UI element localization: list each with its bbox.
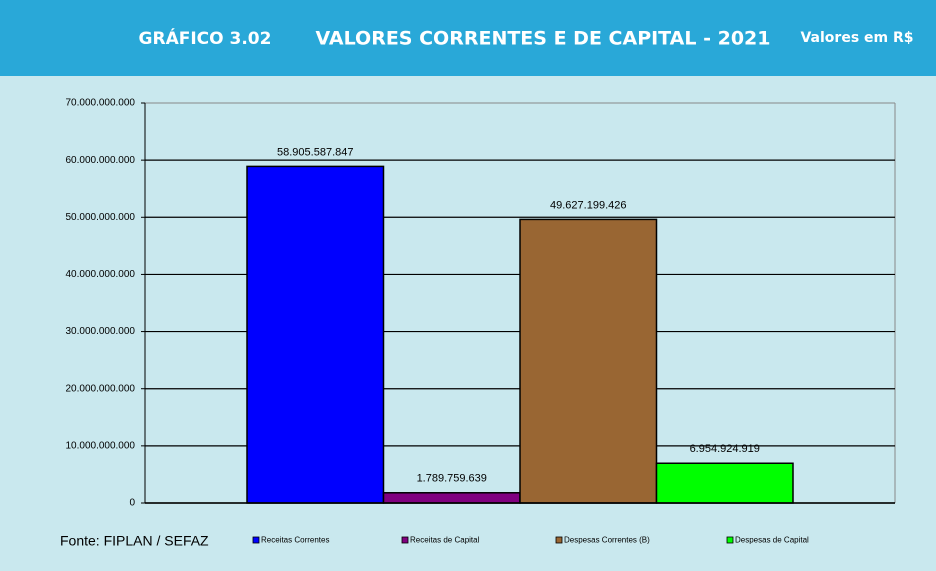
value-label: 6.954.924.919 [690, 443, 760, 455]
header-band [0, 0, 936, 76]
value-label: 1.789.759.639 [417, 473, 487, 485]
legend-label: Despesas Correntes (B) [564, 536, 650, 545]
legend-label: Receitas de Capital [410, 536, 480, 545]
y-tick-label: 60.000.000.000 [65, 155, 135, 166]
y-tick-label: 30.000.000.000 [65, 326, 135, 337]
header-right: Valores em R$ [800, 30, 913, 46]
legend-label: Despesas de Capital [735, 536, 809, 545]
y-tick-label: 0 [129, 498, 135, 509]
header-left: GRÁFICO 3.02 [139, 27, 272, 49]
bar [246, 165, 385, 504]
value-label: 49.627.199.426 [550, 199, 626, 211]
bar [519, 218, 658, 504]
legend-label: Receitas Correntes [261, 536, 329, 545]
bar [382, 492, 521, 504]
legend-swatch [555, 536, 563, 544]
source-note: Fonte: FIPLAN / SEFAZ [60, 533, 209, 549]
legend-swatch [252, 536, 260, 544]
y-tick-label: 40.000.000.000 [65, 269, 135, 280]
y-tick-label: 20.000.000.000 [65, 383, 135, 394]
y-tick-label: 70.000.000.000 [65, 98, 135, 109]
value-label: 58.905.587.847 [277, 146, 353, 158]
y-tick-label: 50.000.000.000 [65, 212, 135, 223]
y-tick-label: 10.000.000.000 [65, 440, 135, 451]
legend-swatch [401, 536, 409, 544]
legend-swatch [726, 536, 734, 544]
chart-title: VALORES CORRENTES E DE CAPITAL - 2021 [316, 28, 771, 50]
bar [655, 462, 794, 504]
